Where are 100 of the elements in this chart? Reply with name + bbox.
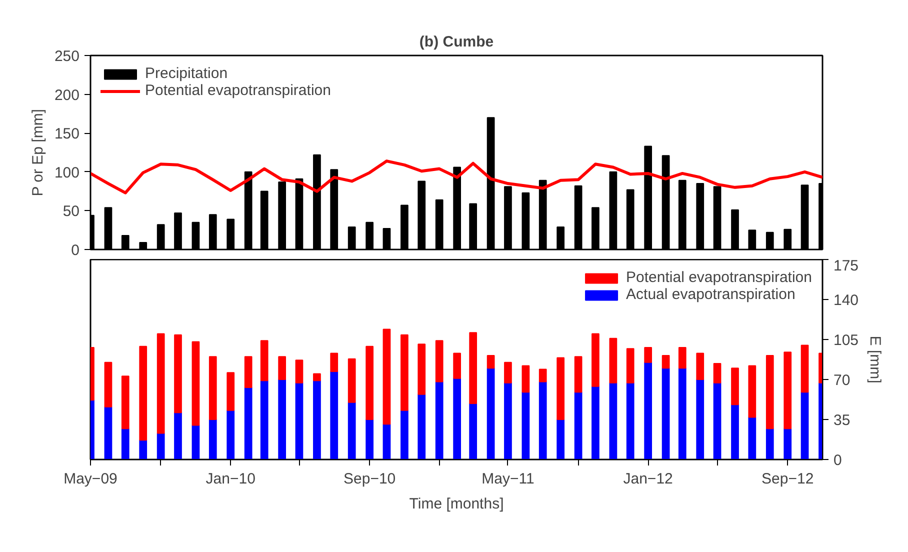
bar xyxy=(556,419,565,460)
bar xyxy=(469,403,478,460)
bar xyxy=(574,392,582,460)
bar xyxy=(678,347,686,369)
bar xyxy=(260,380,268,460)
line-series xyxy=(90,160,822,194)
bar xyxy=(522,365,530,393)
y2-tick-label: 105 xyxy=(834,332,859,349)
bar xyxy=(731,404,739,460)
bar xyxy=(504,362,512,384)
bar xyxy=(574,356,582,393)
chart-title: (b) Cumbe xyxy=(419,34,494,50)
bar xyxy=(400,334,408,411)
bar xyxy=(486,355,495,369)
x-tick-label: Sep−10 xyxy=(344,470,396,488)
bar xyxy=(278,356,286,380)
x-tick-label: May−09 xyxy=(64,470,118,488)
x-axis-title: Time [months] xyxy=(409,496,504,512)
legend-label: Precipitation xyxy=(145,65,228,82)
bar xyxy=(784,428,792,460)
bar xyxy=(208,356,217,420)
bar xyxy=(504,382,512,460)
bar xyxy=(174,334,182,414)
bar xyxy=(626,348,634,384)
y2-tick-label: 175 xyxy=(834,258,859,274)
bar xyxy=(766,428,774,460)
bar xyxy=(486,368,495,460)
bar xyxy=(538,381,547,460)
bar xyxy=(366,346,374,420)
bar xyxy=(644,362,652,460)
y-tick-label: 50 xyxy=(62,203,80,220)
bar xyxy=(295,360,304,384)
bar xyxy=(104,406,112,460)
bar xyxy=(348,358,356,403)
bar xyxy=(538,368,547,382)
bar xyxy=(556,357,565,420)
bar xyxy=(156,432,165,460)
bar xyxy=(226,372,235,411)
bar xyxy=(696,352,704,380)
legend-label: Potential evapotranspiration xyxy=(626,269,812,286)
bar xyxy=(731,368,739,406)
bar xyxy=(139,346,148,441)
bar xyxy=(418,344,426,395)
bar xyxy=(192,424,200,460)
bar xyxy=(295,382,304,460)
bar xyxy=(174,412,182,460)
bar xyxy=(244,387,252,460)
bar xyxy=(748,365,756,418)
bar xyxy=(696,379,704,460)
x-tick-label: Jan−12 xyxy=(623,470,673,488)
legend-label: Potential evapotranspiration xyxy=(145,82,331,99)
bar xyxy=(592,386,600,460)
y-tick-label: 100 xyxy=(54,164,80,182)
bar xyxy=(713,363,722,384)
x-tick-label: May−11 xyxy=(482,470,534,488)
bar xyxy=(522,392,530,460)
bar xyxy=(435,340,444,382)
bar xyxy=(400,410,408,460)
bar xyxy=(592,333,600,387)
bar xyxy=(208,419,217,460)
bar xyxy=(366,419,374,460)
bar xyxy=(226,410,235,460)
bar xyxy=(453,378,462,460)
y2-tick-label: 140 xyxy=(834,292,859,309)
y2-tick-label: 35 xyxy=(834,412,850,429)
y-tick-label: 200 xyxy=(54,86,80,104)
bar xyxy=(382,328,391,425)
bar xyxy=(626,382,634,460)
y-tick-label: 0 xyxy=(71,242,80,259)
y2-tick-label: 0 xyxy=(834,452,842,469)
bar xyxy=(644,347,652,363)
bar xyxy=(139,440,148,460)
bar xyxy=(662,368,670,460)
y-tick-label: 150 xyxy=(54,126,80,143)
bar xyxy=(609,382,618,460)
bar xyxy=(453,352,462,379)
bar xyxy=(313,373,321,382)
bar xyxy=(244,356,252,388)
bar xyxy=(800,392,809,460)
bar xyxy=(800,344,809,393)
bar xyxy=(260,340,268,382)
y-axis-title: P or Ep [mm] xyxy=(29,109,46,196)
bar xyxy=(766,355,774,430)
y-tick-label: 250 xyxy=(54,48,80,65)
bar xyxy=(662,355,670,369)
bar xyxy=(330,371,338,460)
bar xyxy=(609,338,618,384)
bar xyxy=(748,416,756,460)
bar xyxy=(418,394,426,460)
bar xyxy=(348,402,356,460)
bar xyxy=(192,341,200,426)
bar xyxy=(121,428,130,460)
bar xyxy=(156,333,165,434)
bar xyxy=(382,424,391,460)
bar xyxy=(469,332,478,404)
x-tick-label: Jan−10 xyxy=(206,470,256,488)
bar xyxy=(104,362,112,408)
bar xyxy=(713,382,722,460)
bar xyxy=(784,352,792,430)
legend-label: Actual evapotranspiration xyxy=(626,286,796,303)
